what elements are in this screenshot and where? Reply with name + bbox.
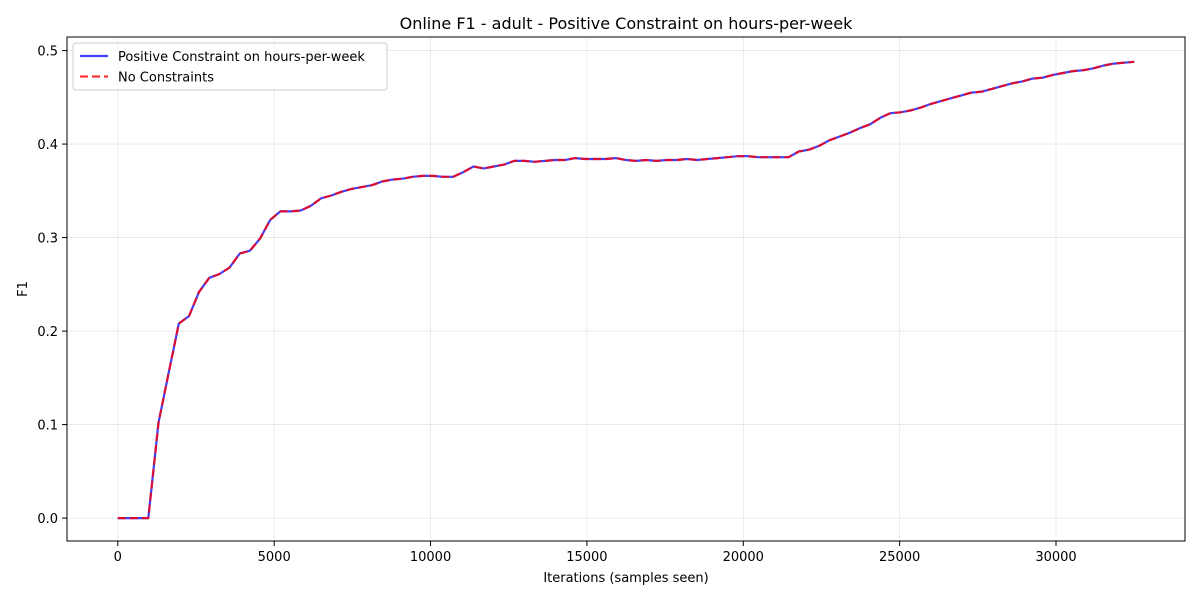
x-tick-label: 30000 [1035, 550, 1076, 565]
y-tick-label: 0.0 [37, 512, 58, 527]
y-tick-label: 0.1 [37, 419, 58, 434]
axis-ticks: 0 5000 10000 15000 20000 25000 30000 0.0 0.1 0.2 0… [37, 45, 1076, 565]
x-tick-label: 5000 [258, 550, 291, 565]
x-tick-label: 10000 [410, 550, 451, 565]
x-tick-label: 20000 [723, 550, 764, 565]
plot-frame [66, 36, 1186, 542]
series-line-no-constraints [117, 60, 1135, 520]
x-axis-label: Iterations (samples seen) [543, 571, 708, 586]
legend-label-no-constraints: No Constraints [118, 71, 214, 86]
legend-box [72, 42, 388, 91]
legend-label-positive-constraint: Positive Constraint on hours-per-week [118, 50, 365, 65]
y-tick-label: 0.2 [37, 325, 58, 340]
x-tick-label: 0 [114, 550, 122, 565]
plot-series [117, 60, 1135, 520]
y-axis-label: F1 [16, 281, 31, 297]
chart-title: Online F1 - adult - Positive Constraint … [400, 14, 853, 33]
x-tick-label: 15000 [566, 550, 607, 565]
x-tick-label: 25000 [879, 550, 920, 565]
y-tick-label: 0.5 [37, 45, 58, 60]
grid [67, 37, 1185, 541]
y-tick-label: 0.3 [37, 232, 58, 247]
legend: Positive Constraint on hours-per-week No … [72, 42, 388, 91]
y-tick-label: 0.4 [37, 138, 58, 153]
